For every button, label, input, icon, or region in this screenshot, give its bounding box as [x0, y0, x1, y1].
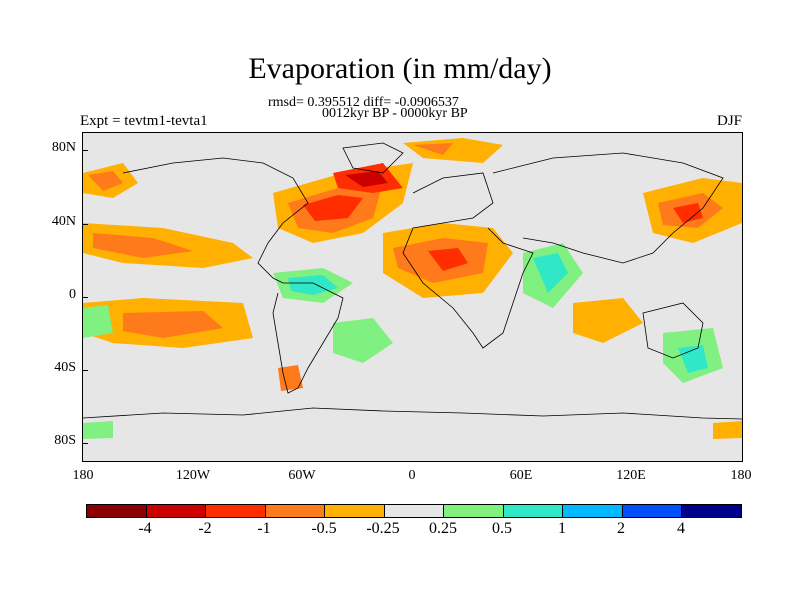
y-tickmark — [82, 443, 88, 444]
colorbar-swatch — [87, 505, 147, 517]
colorbar-swatch — [563, 505, 623, 517]
colorbar-swatch — [682, 505, 742, 517]
colorbar-label: 0.25 — [429, 520, 457, 537]
y-tick-label: 80N — [51, 140, 76, 155]
x-tick-label: 60W — [288, 468, 316, 483]
colorbar-label: 4 — [677, 520, 685, 537]
colorbar-swatch — [325, 505, 385, 517]
coastlines — [83, 142, 742, 420]
map-title: Evaporation (in mm/day) — [248, 52, 552, 85]
colorbar-label: -4 — [138, 520, 152, 537]
y-tickmark — [82, 370, 88, 371]
colorbar-swatch — [384, 505, 445, 517]
x-tick-label: 180 — [72, 468, 94, 483]
colorbar-swatch — [265, 505, 326, 517]
y-tickmark — [82, 297, 88, 298]
x-tick-label: 120E — [616, 468, 646, 483]
colorbar-label: 1 — [558, 520, 566, 537]
colorbar — [86, 504, 742, 518]
experiment-label: Expt = tevtm1-tevta1 — [80, 113, 208, 129]
map-field — [83, 138, 742, 439]
y-tick-label: 0 — [69, 287, 76, 302]
colorbar-label: -0.5 — [311, 520, 337, 537]
colorbar-swatch — [146, 505, 207, 517]
colorbar-label: 2 — [617, 520, 625, 537]
evaporation-map — [82, 132, 743, 462]
season-label: DJF — [716, 113, 742, 129]
y-tick-label: 40N — [51, 214, 76, 229]
period-subtitle: 0012kyr BP - 0000kyr BP — [322, 106, 468, 121]
stats-subtitle: rmsd= 0.395512 diff= -0.0906537 — [268, 95, 459, 110]
x-tick-label: 60E — [509, 468, 533, 483]
colorbar-label: -1 — [257, 520, 271, 537]
x-tick-label: 0 — [408, 468, 416, 483]
y-tick-label: 40S — [54, 360, 76, 375]
colorbar-label: 0.5 — [492, 520, 512, 537]
colorbar-label: -0.25 — [366, 520, 400, 537]
y-tick-label: 80S — [54, 433, 76, 448]
y-tickmark — [82, 150, 88, 151]
colorbar-swatch — [444, 505, 504, 517]
x-tick-label: 180 — [730, 468, 752, 483]
colorbar-swatch — [622, 505, 683, 517]
y-tickmark — [82, 224, 88, 225]
x-tick-label: 120W — [175, 468, 211, 483]
anomaly-field — [83, 138, 742, 439]
colorbar-swatch — [206, 505, 266, 517]
colorbar-swatch — [503, 505, 564, 517]
colorbar-label: -2 — [198, 520, 212, 537]
